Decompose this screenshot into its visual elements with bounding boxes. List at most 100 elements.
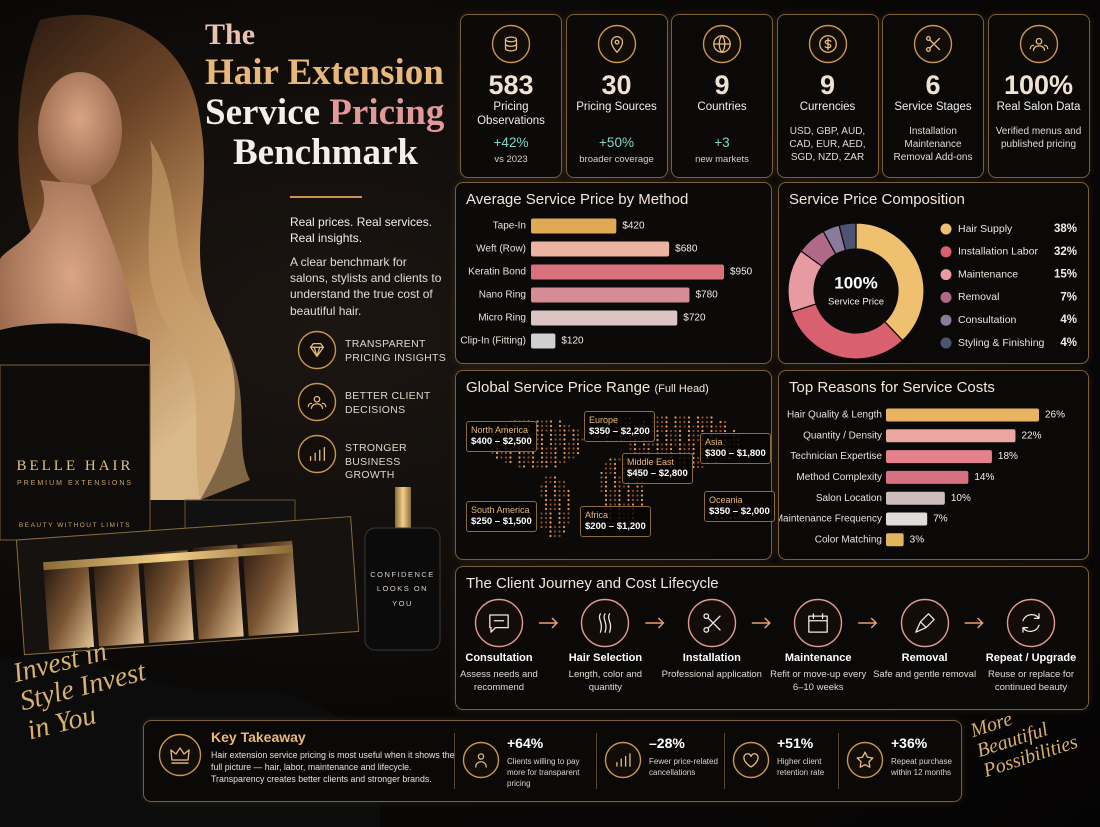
map-dot — [567, 447, 571, 450]
map-dot — [687, 416, 691, 419]
legend-swatch — [940, 246, 952, 258]
region-range: $350 – $2,000 — [709, 506, 770, 518]
map-dot — [618, 458, 621, 461]
map-dot — [563, 447, 566, 450]
legend-label: Installation Labor — [958, 246, 1038, 258]
legend-value: 32% — [1054, 246, 1077, 258]
stat-card: 30 Pricing Sources +50% broader coverage — [565, 14, 668, 178]
map-dot — [692, 434, 695, 437]
legend-value: 7% — [1060, 291, 1077, 303]
divider — [724, 733, 725, 789]
icon-glyph — [808, 613, 828, 633]
map-dot — [696, 465, 700, 469]
cost-reasons-panel: Top Reasons for Service Costs Hair Qualit… — [778, 370, 1089, 560]
map-dot — [678, 434, 682, 437]
map-dot — [544, 485, 548, 488]
value-label: 3% — [910, 534, 925, 545]
value-label: 7% — [933, 514, 948, 525]
map-dot — [527, 460, 530, 464]
bundle — [192, 544, 244, 640]
map-dot — [604, 480, 608, 484]
map-dot — [540, 460, 544, 464]
map-dot — [656, 443, 659, 446]
map-dot — [604, 485, 608, 488]
icon-ring — [462, 741, 500, 779]
chart-canvas: Hair Quality & Length 26% Quantity / Densi… — [779, 408, 1065, 547]
map-dot — [683, 447, 686, 451]
brand-sub: PREMIUM EXTENSIONS — [16, 480, 134, 487]
map-dot — [609, 494, 612, 497]
map-dot — [609, 467, 612, 470]
bar — [886, 429, 1016, 443]
region-box: Africa $200 – $1,200 — [580, 506, 651, 537]
map-dot — [627, 489, 630, 493]
map-dot — [563, 429, 566, 432]
region-name: Middle East — [627, 457, 675, 467]
map-dot — [540, 429, 544, 432]
map-dot — [622, 503, 626, 506]
category-label: Color Matching — [815, 534, 882, 545]
map-dot — [631, 494, 635, 497]
map-dot — [696, 461, 700, 464]
map-dot — [540, 485, 543, 488]
map-dot — [549, 521, 552, 524]
divider — [596, 733, 597, 789]
map-dot — [567, 512, 570, 515]
map-dot — [562, 521, 566, 524]
icon — [581, 598, 630, 648]
composition-panel: Service Price Composition Hair Supply 38% I… — [778, 182, 1089, 364]
map-dot — [509, 451, 512, 455]
map-dot — [536, 447, 539, 450]
takeaway-panel: Key Takeaway Hair extension service prici… — [143, 720, 962, 802]
pie-slice — [838, 222, 857, 252]
map-dot — [563, 451, 566, 455]
map-dot — [732, 429, 736, 433]
map-dot — [527, 456, 530, 459]
map-dot — [554, 456, 557, 459]
region-range: $350 – $2,200 — [589, 426, 650, 438]
map-dot — [540, 521, 543, 524]
icon-glyph — [475, 753, 487, 768]
legend-swatch — [940, 314, 952, 326]
map-dot — [536, 429, 539, 432]
icon — [297, 434, 337, 474]
icon — [158, 733, 202, 777]
category-label: Technician Expertise — [790, 451, 882, 462]
map-dot — [495, 451, 499, 455]
icon-ring — [158, 733, 202, 777]
map-dot — [549, 447, 553, 450]
map-dot — [576, 438, 580, 441]
map-dot — [640, 498, 644, 502]
map-dot — [683, 416, 686, 419]
map-dot — [495, 456, 499, 459]
map-dot — [600, 471, 603, 475]
category-label: Nano Ring — [479, 290, 526, 301]
step-name: Hair Selection — [568, 652, 643, 664]
map-dot — [545, 447, 548, 450]
map-dot — [723, 420, 727, 424]
map-dot — [540, 433, 544, 437]
map-dot — [545, 451, 548, 455]
step-name: Consultation — [465, 652, 533, 664]
region-range: $200 – $1,200 — [585, 521, 646, 533]
description: A clear benchmark for salons, stylists a… — [290, 255, 442, 318]
map-dot — [618, 489, 621, 493]
map-dot — [558, 503, 561, 506]
stat-label: Currencies — [799, 101, 856, 113]
map-dot — [549, 480, 552, 484]
bundle-tips — [43, 544, 294, 571]
pie-center-sublabel: Service Price — [828, 297, 884, 308]
icon-glyph — [1022, 613, 1040, 633]
map-dot — [656, 438, 659, 442]
map-dot — [563, 433, 566, 437]
map-dot — [705, 425, 709, 428]
map-dot — [558, 438, 562, 441]
stat-note: new markets — [695, 154, 749, 165]
map-dot — [633, 443, 637, 446]
map-dot — [696, 456, 700, 460]
icon-ring — [732, 741, 770, 779]
map-dot — [558, 429, 562, 432]
legend-value: 15% — [1054, 269, 1077, 281]
category-label: Clip-In (Fitting) — [460, 336, 526, 347]
stat-label: Countries — [697, 101, 747, 113]
